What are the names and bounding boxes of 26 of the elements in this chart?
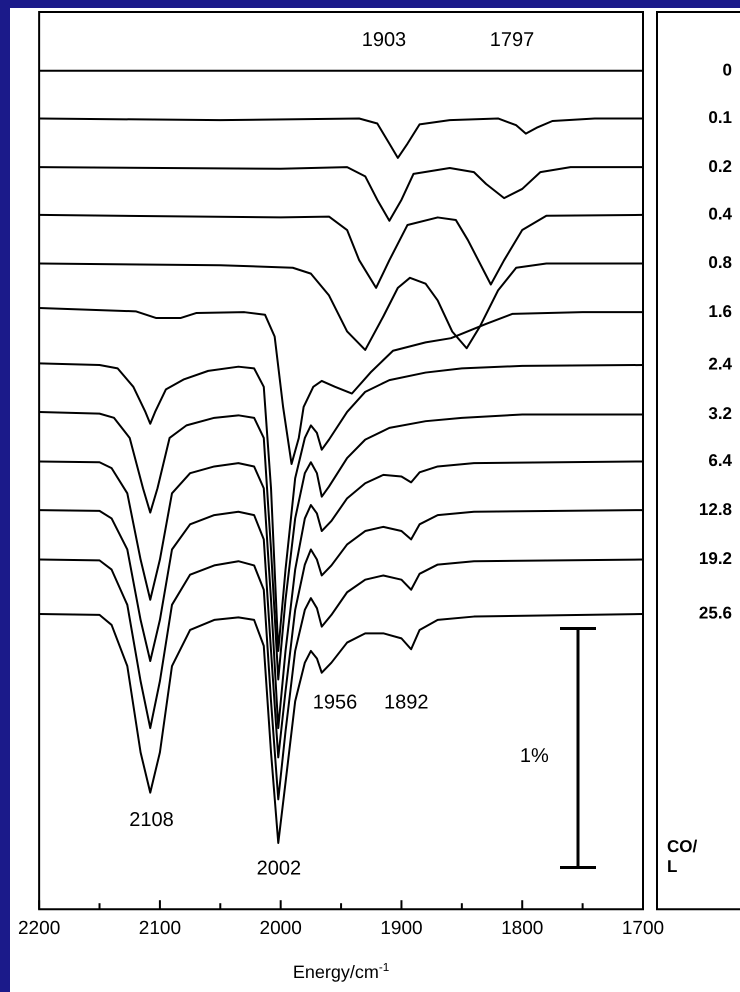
x-tick-label: 2200 [18, 918, 60, 939]
x-tick-label: 1800 [501, 918, 544, 939]
annotation: 2108 [129, 808, 174, 831]
text: 25.6 [698, 604, 732, 623]
annotation: 2002 [256, 857, 302, 880]
x-tick-label: 1900 [380, 918, 423, 939]
text: 0.4 [708, 204, 733, 224]
x-tick-label: 2000 [260, 918, 302, 939]
text: 1797 [490, 29, 534, 52]
text: 0 [722, 60, 732, 80]
annotation: 1956 [312, 691, 358, 714]
x-tick-label: 2100 [138, 918, 182, 939]
text: 1.6 [708, 302, 732, 321]
x-tick-label: 1700 [622, 918, 664, 939]
text: 19.2 [698, 549, 732, 568]
text: 6.4 [708, 451, 733, 470]
text: 3.2 [708, 404, 732, 424]
text: 1903 [362, 29, 406, 52]
text: 0.1 [708, 108, 732, 128]
text: 2.4 [708, 354, 733, 374]
annotation: 1% [520, 745, 549, 768]
text: 0.2 [708, 156, 732, 176]
text: 0.8 [708, 253, 732, 272]
legend-title: CO/ L [667, 836, 698, 876]
annotation: 1892 [384, 691, 429, 714]
text: 12.8 [698, 500, 732, 519]
